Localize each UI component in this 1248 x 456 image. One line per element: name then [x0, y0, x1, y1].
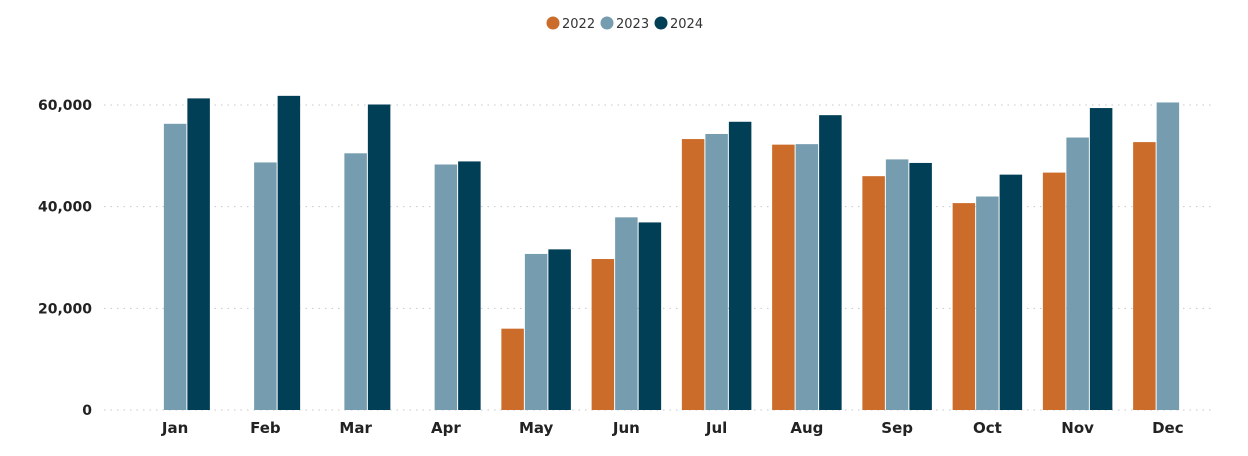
- x-tick-label: Sep: [881, 419, 913, 437]
- bar-2022-jun[interactable]: [591, 259, 615, 410]
- bar-2022-sep[interactable]: [862, 176, 885, 410]
- bar-2023-feb[interactable]: [254, 162, 277, 410]
- bar-2024-nov[interactable]: [1089, 108, 1113, 411]
- bar-2022-dec[interactable]: [1133, 142, 1156, 410]
- legend-item-2022[interactable]: 2022: [546, 16, 596, 33]
- bar-2023-oct[interactable]: [976, 196, 999, 411]
- bar-2023-sep[interactable]: [885, 159, 909, 410]
- bar-2023-mar[interactable]: [344, 153, 367, 410]
- legend-marker: [654, 16, 668, 30]
- legend: 2022 2023 2024: [546, 16, 704, 33]
- bar-2022-may[interactable]: [501, 328, 524, 410]
- x-tick-label: Mar: [339, 419, 372, 437]
- x-tick-label: Dec: [1152, 419, 1184, 437]
- bar-2022-nov[interactable]: [1042, 172, 1066, 410]
- x-tick-label: Jan: [161, 419, 188, 437]
- bar-2023-jan[interactable]: [163, 123, 187, 410]
- bar-2023-aug[interactable]: [795, 144, 819, 410]
- bar-2024-apr[interactable]: [458, 161, 481, 410]
- bar-2022-oct[interactable]: [952, 203, 976, 410]
- legend-item-2023[interactable]: 2023: [600, 16, 650, 33]
- legend-marker: [600, 16, 614, 30]
- x-tick-label: Oct: [973, 419, 1002, 437]
- bar-2024-may[interactable]: [548, 249, 571, 410]
- x-tick-label: Jun: [612, 419, 640, 437]
- bar-2024-jan[interactable]: [187, 98, 210, 411]
- legend-item-2024[interactable]: 2024: [654, 16, 704, 33]
- bar-2022-jul[interactable]: [681, 139, 705, 410]
- x-tick-label: Apr: [431, 419, 461, 437]
- x-tick-label: Jul: [705, 419, 727, 437]
- y-tick-label: 0: [82, 403, 92, 419]
- legend-label: 2024: [670, 17, 703, 32]
- gridlines: [104, 104, 1213, 411]
- legend-label: 2023: [616, 17, 649, 32]
- bar-2023-nov[interactable]: [1066, 137, 1089, 411]
- legend-label: 2022: [562, 17, 595, 32]
- bar-2024-sep[interactable]: [909, 162, 932, 410]
- bar-2024-feb[interactable]: [277, 95, 301, 410]
- bar-2023-jul[interactable]: [705, 133, 728, 410]
- bar-2022-aug[interactable]: [772, 144, 795, 410]
- y-tick-label: 60,000: [38, 98, 92, 114]
- legend-marker: [546, 16, 560, 30]
- bar-2024-jul[interactable]: [728, 121, 752, 411]
- x-tick-label: Nov: [1061, 419, 1094, 437]
- bar-2024-oct[interactable]: [999, 174, 1023, 410]
- x-tick-label: May: [519, 419, 554, 437]
- bar-2024-jun[interactable]: [638, 222, 662, 410]
- x-tick-label: Feb: [250, 419, 281, 437]
- bar-2023-apr[interactable]: [434, 164, 458, 410]
- bar-2024-mar[interactable]: [367, 104, 391, 410]
- y-tick-label: 20,000: [38, 301, 92, 317]
- bar-2023-dec[interactable]: [1156, 102, 1180, 410]
- y-axis: 0 20,000 40,000 60,000: [38, 98, 92, 419]
- x-axis: Jan Feb Mar Apr May Jun Jul Aug Sep Oct Nov Dec: [161, 419, 1184, 437]
- x-tick-label: Aug: [790, 419, 823, 437]
- bar-2024-aug[interactable]: [819, 115, 842, 411]
- bars: [163, 95, 1180, 411]
- bar-2023-may[interactable]: [524, 253, 548, 410]
- bar-2023-jun[interactable]: [615, 217, 638, 410]
- y-tick-label: 40,000: [38, 200, 92, 216]
